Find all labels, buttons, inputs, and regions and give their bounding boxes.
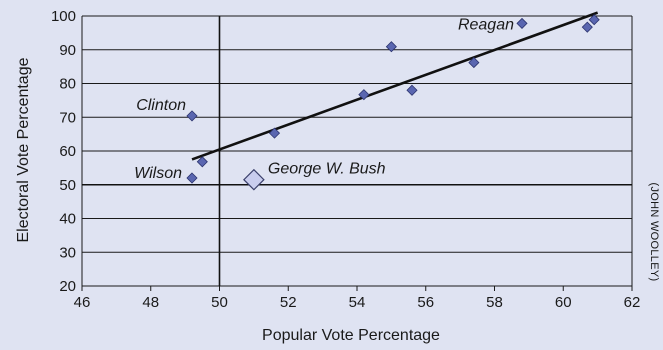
data-point-5 [385, 41, 397, 53]
y-tick-label-90: 90 [59, 42, 76, 59]
trendline [191, 11, 599, 161]
grid-lines [81, 15, 633, 287]
y-axis-title: Electoral Vote Percentage [15, 57, 32, 242]
point-label-george-w-bush: George W. Bush [268, 161, 386, 178]
data-point-9 [581, 21, 593, 33]
x-tick-label-46: 46 [74, 294, 91, 311]
data-point-0 [186, 110, 198, 122]
data-point-6 [406, 84, 418, 96]
x-tick-label-56: 56 [417, 294, 434, 311]
point-label-clinton: Clinton [136, 97, 186, 114]
data-points [186, 14, 600, 191]
reference-lines [82, 16, 632, 286]
x-tick-label-62: 62 [624, 294, 641, 311]
data-point-7 [468, 57, 480, 69]
y-axis-ticks: 20 30 40 50 60 70 80 90 100 [51, 8, 76, 295]
x-tick-label-60: 60 [555, 294, 572, 311]
data-point-10 [588, 14, 600, 26]
y-tick-label-60: 60 [59, 143, 76, 160]
x-tick-label-52: 52 [280, 294, 297, 311]
x-tick-label-54: 54 [349, 294, 366, 311]
data-point-3 [268, 127, 281, 139]
x-tick-label-50: 50 [211, 294, 228, 311]
x-tick-label-48: 48 [142, 294, 159, 311]
point-label-reagan: Reagan [458, 16, 514, 33]
data-point-8 [516, 17, 528, 29]
photo-credit: (JOHN WOOLLEY) [648, 183, 660, 282]
data-point-highlight [243, 168, 265, 191]
x-axis-ticks: 46 48 50 52 54 56 58 60 62 [74, 286, 641, 311]
x-axis-title: Popular Vote Percentage [262, 327, 440, 344]
point-label-wilson: Wilson [134, 165, 182, 182]
y-tick-label-40: 40 [59, 211, 76, 228]
y-tick-label-70: 70 [59, 109, 76, 126]
data-point-4 [358, 89, 370, 101]
data-point-1 [186, 172, 198, 184]
y-tick-label-20: 20 [59, 278, 76, 295]
y-tick-label-50: 50 [59, 177, 76, 194]
data-point-2 [196, 156, 208, 168]
x-tick-label-58: 58 [486, 294, 503, 311]
y-tick-label-30: 30 [59, 244, 76, 261]
y-tick-label-100: 100 [51, 8, 76, 25]
point-labels: Clinton Wilson Reagan George W. Bush [134, 16, 514, 182]
y-tick-label-80: 80 [59, 76, 76, 93]
